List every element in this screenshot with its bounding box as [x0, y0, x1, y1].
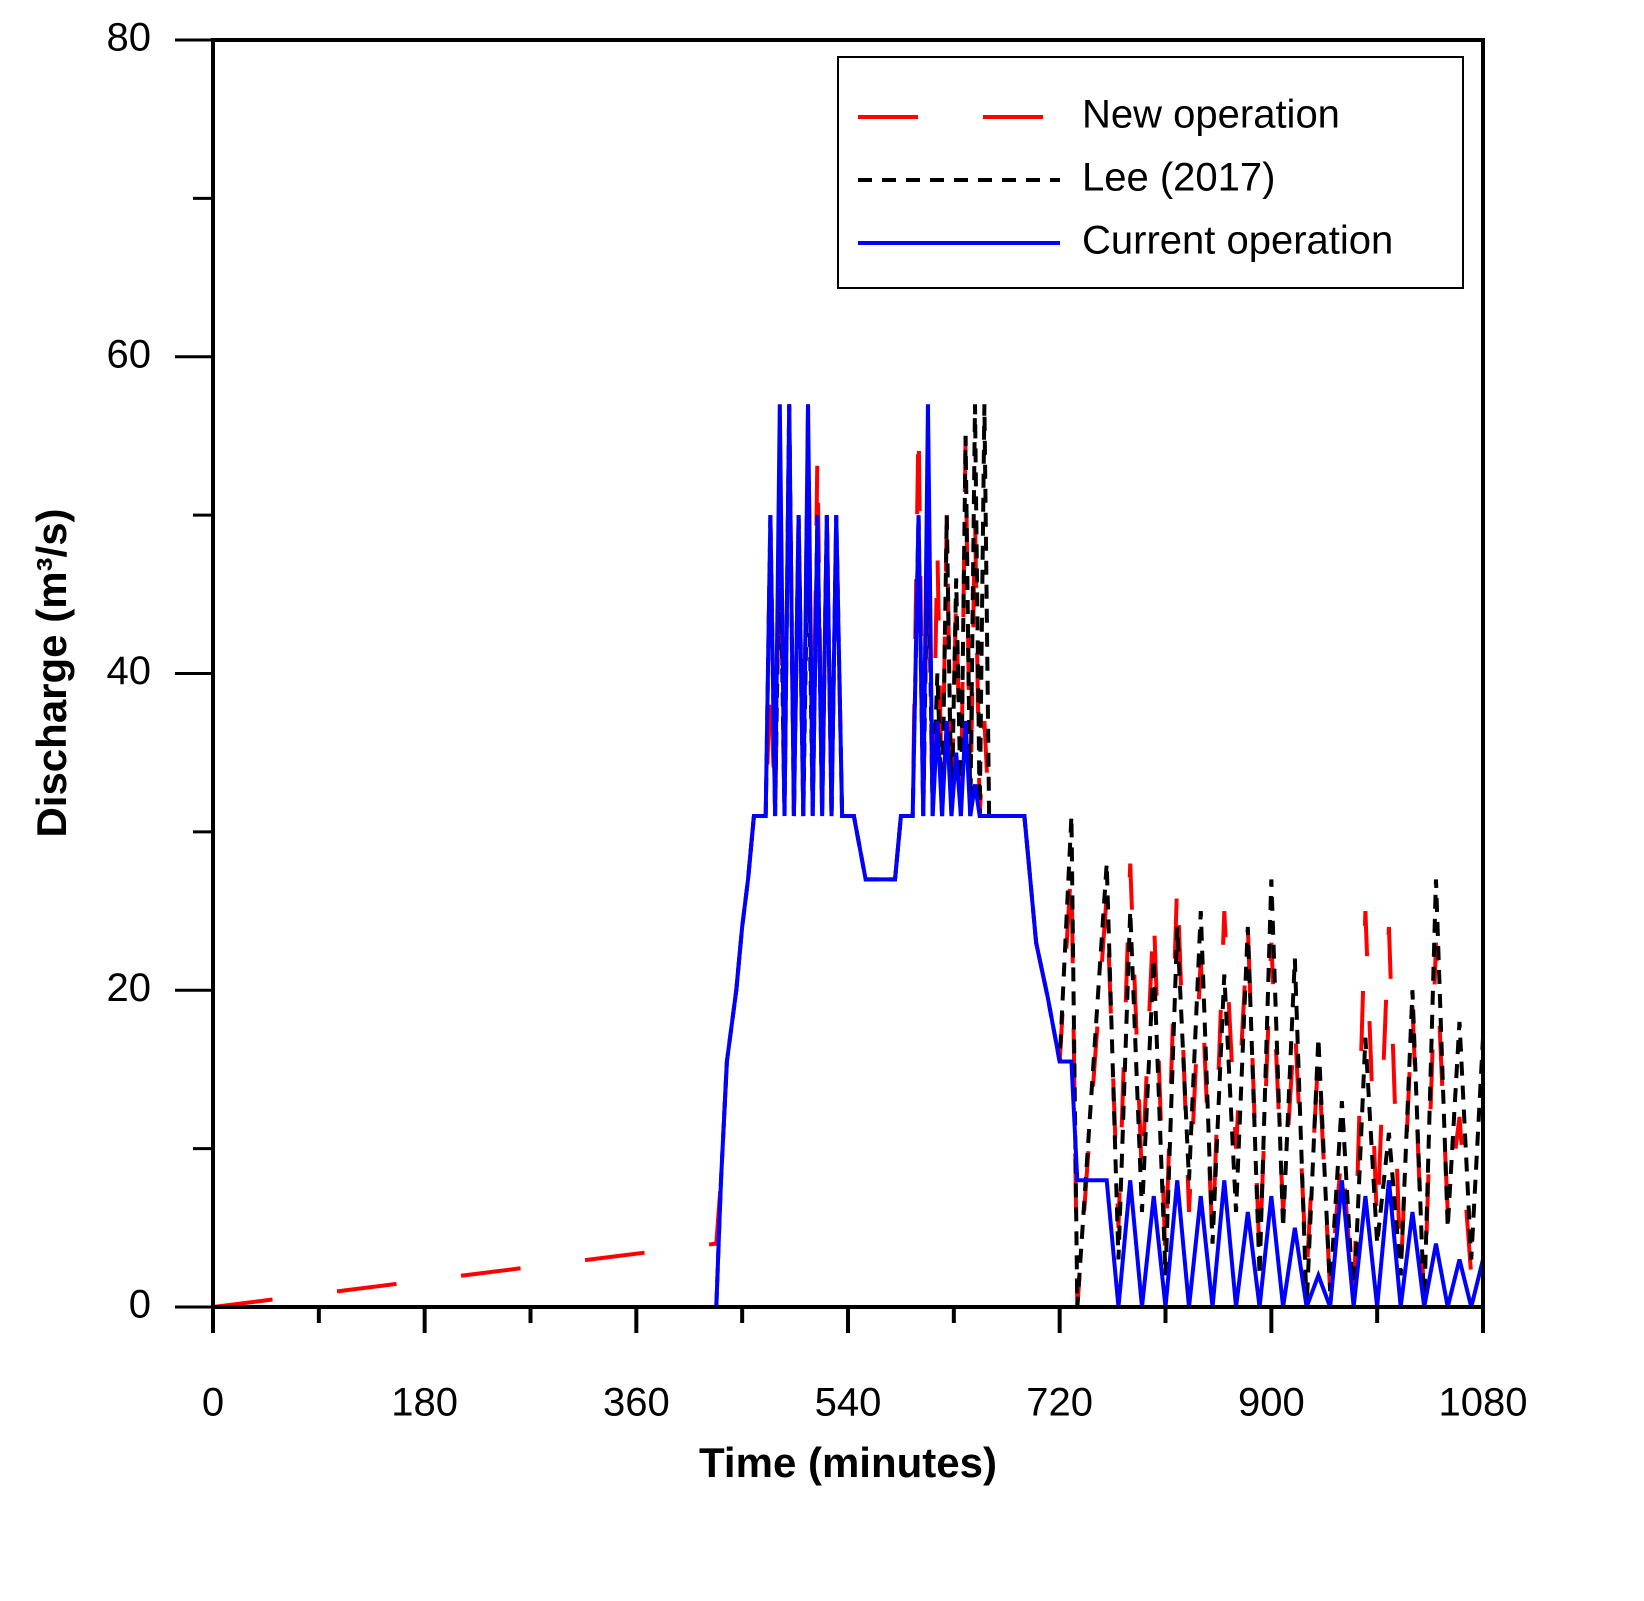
- y-axis-title: Discharge (m³/s): [28, 508, 75, 837]
- legend-label: Lee (2017): [1082, 156, 1275, 200]
- x-tick-label: 1080: [1439, 1381, 1528, 1425]
- y-tick-label: 80: [107, 16, 152, 60]
- x-tick-label: 720: [1026, 1381, 1093, 1425]
- y-tick-label: 40: [107, 649, 152, 693]
- y-tick-label: 20: [107, 966, 152, 1010]
- data-line: [213, 404, 1483, 1307]
- x-tick-label: 360: [603, 1381, 670, 1425]
- data-line: [213, 404, 1483, 1307]
- x-tick-label: 180: [391, 1381, 458, 1425]
- x-tick-label: 0: [202, 1381, 224, 1425]
- x-tick-label: 540: [815, 1381, 882, 1425]
- data-line: [213, 404, 1483, 1307]
- x-tick-label: 900: [1238, 1381, 1305, 1425]
- y-tick-label: 60: [107, 332, 152, 376]
- legend-label: New operation: [1082, 93, 1340, 137]
- legend-box: [837, 56, 1464, 289]
- y-tick-label: 0: [129, 1283, 151, 1327]
- x-axis-title: Time (minutes): [699, 1439, 997, 1486]
- legend-label: Current operation: [1082, 219, 1393, 263]
